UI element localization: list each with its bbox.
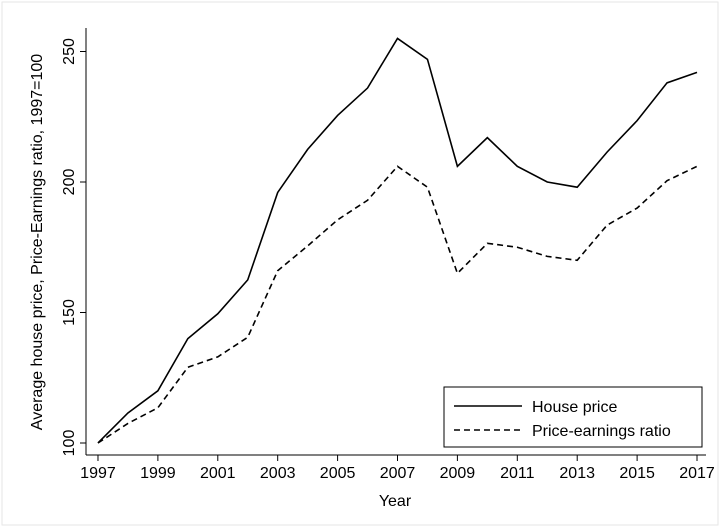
y-tick-label: 100 (61, 430, 78, 457)
x-tick-label: 2017 (679, 465, 715, 482)
line-series (97, 37, 698, 444)
y-tick-label: 150 (61, 299, 78, 326)
x-axis-label: Year (379, 493, 412, 510)
x-tick-label: 2011 (500, 465, 535, 482)
x-tick-label: 2013 (559, 465, 595, 482)
legend-box (443, 386, 703, 448)
x-tick-label: 2009 (440, 465, 476, 482)
legend-label: Price-earnings ratio (532, 423, 671, 440)
y-axis-label: Average house price, Price-Earnings rati… (29, 54, 46, 430)
x-tick-label: 2001 (200, 465, 236, 482)
x-tick-label: 2005 (320, 465, 356, 482)
x-tick-label: 2003 (260, 465, 296, 482)
x-tick-label: 1999 (140, 465, 176, 482)
y-tick-label: 200 (61, 169, 78, 196)
x-tick-label: 1997 (80, 465, 116, 482)
y-tick-label: 250 (61, 38, 78, 65)
x-tick-label: 2007 (380, 465, 416, 482)
line-series (97, 165, 698, 444)
legend-label: House price (532, 399, 617, 416)
x-tick-label: 2015 (619, 465, 655, 482)
